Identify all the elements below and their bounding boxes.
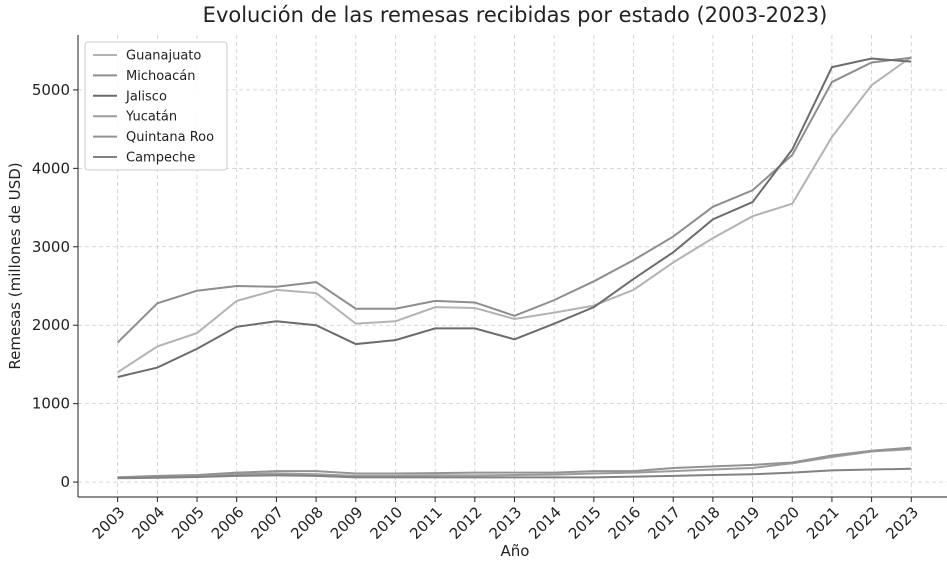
series-line (117, 446, 912, 479)
x-tick-label: 2017 (644, 503, 684, 543)
legend-label: Quintana Roo (126, 130, 214, 145)
y-tick-label: 0 (60, 473, 70, 491)
series-line (117, 56, 912, 374)
y-tick-label: 5000 (32, 81, 70, 99)
x-tick-label: 2006 (208, 503, 248, 543)
y-tick-label: 4000 (32, 159, 70, 177)
x-tick-label: 2003 (89, 503, 129, 543)
x-tick-label: 2015 (565, 503, 605, 543)
x-tick-label: 2023 (882, 503, 922, 543)
series-line (117, 57, 912, 378)
x-tick-label: 2019 (724, 503, 764, 543)
legend-label: Michoacán (126, 69, 196, 84)
x-tick-label: 2014 (525, 503, 565, 543)
x-tick-label: 2008 (287, 503, 327, 543)
x-tick-label: 2016 (605, 503, 645, 543)
x-tick-label: 2004 (128, 503, 168, 543)
legend-label: Jalisco (125, 89, 167, 104)
y-tick-label: 3000 (32, 238, 70, 256)
y-tick-label: 1000 (32, 395, 70, 413)
x-tick-label: 2021 (803, 503, 843, 543)
x-tick-label: 2005 (168, 503, 208, 543)
legend-label: Guanajuato (126, 49, 201, 64)
x-tick-label: 2009 (327, 503, 367, 543)
legend-label: Yucatán (125, 110, 177, 125)
x-tick-label: 2012 (446, 503, 486, 543)
legend-label: Campeche (126, 151, 195, 166)
series-line (117, 467, 912, 480)
x-tick-label: 2022 (843, 503, 883, 543)
x-tick-label: 2011 (406, 503, 446, 543)
chart-title: Evolución de las remesas recibidas por e… (203, 3, 828, 27)
y-tick-label: 2000 (32, 316, 70, 334)
legend-box (84, 41, 228, 171)
x-axis-label: Año (501, 542, 530, 560)
x-tick-label: 2018 (684, 503, 724, 543)
x-tick-label: 2010 (367, 503, 407, 543)
y-axis-label: Remesas (millones de USD) (6, 162, 24, 369)
x-tick-label: 2020 (763, 503, 803, 543)
x-tick-label: 2007 (247, 503, 287, 543)
series-line (117, 448, 912, 479)
x-tick-label: 2013 (486, 503, 526, 543)
